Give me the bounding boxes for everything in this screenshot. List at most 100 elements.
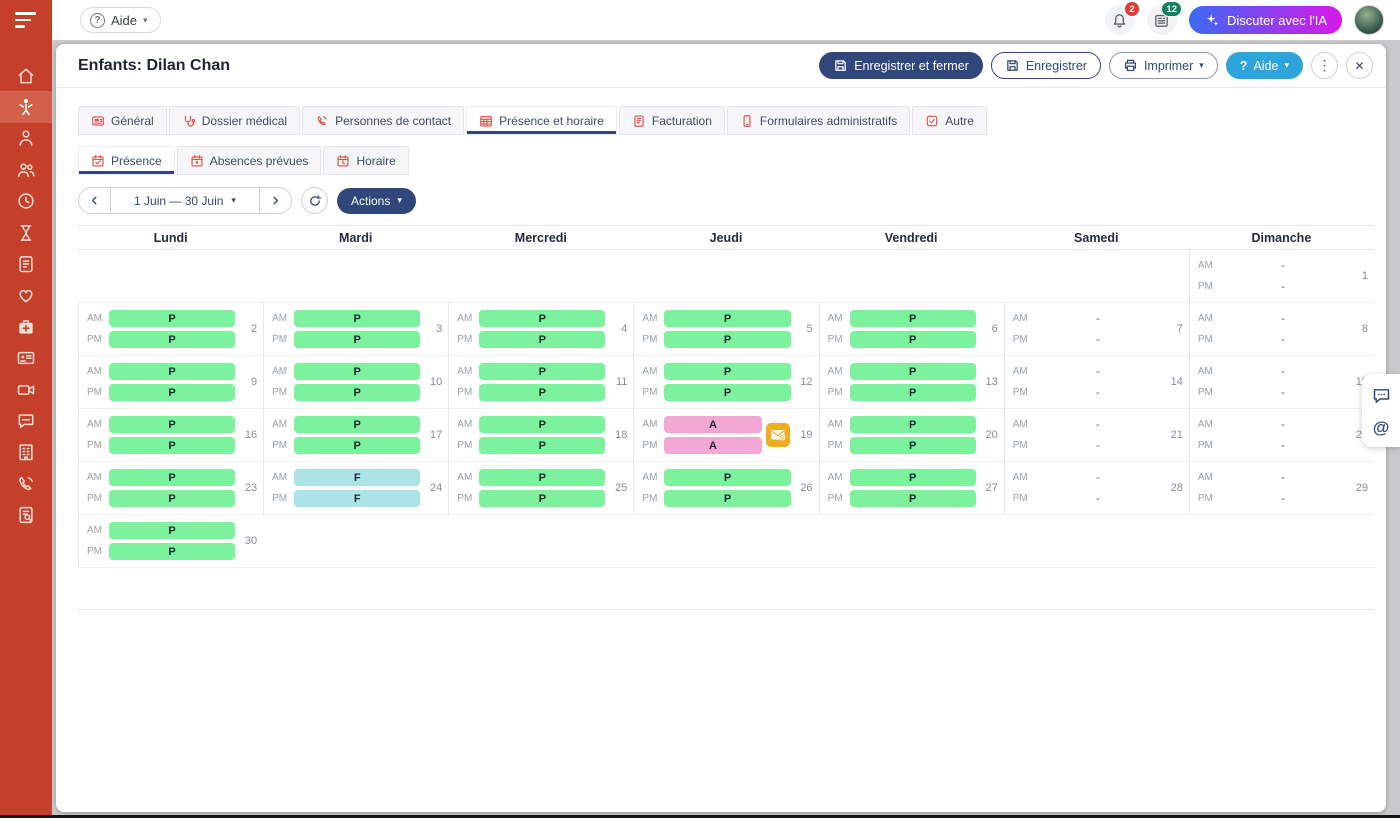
presence-slot-pm[interactable]: P — [109, 437, 236, 454]
sidebar-item-child[interactable] — [0, 91, 52, 123]
help-menu-button[interactable]: ? Aide ▾ — [80, 7, 161, 33]
sidebar-item-person[interactable] — [0, 123, 52, 154]
user-avatar[interactable] — [1354, 5, 1384, 35]
calendar-day-cell[interactable]: AM PM - - 1 — [1188, 250, 1374, 302]
calendar-day-cell[interactable]: AM PM P P 16 — [78, 409, 263, 461]
more-options-button[interactable]: ⋮ — [1311, 52, 1338, 79]
close-button[interactable]: ✕ — [1346, 52, 1373, 79]
calendar-day-cell[interactable]: AM PM - - 28 — [1003, 462, 1189, 514]
date-range-selector[interactable]: 1 Juin — 30 Juin ▾ — [110, 188, 260, 213]
sidebar-item-heart[interactable] — [0, 280, 52, 311]
updates-button[interactable]: 12 — [1146, 1, 1182, 35]
calendar-day-cell[interactable]: AM PM P P 12 — [633, 356, 818, 408]
calendar-day-cell[interactable]: AM PM P P 20 — [818, 409, 1004, 461]
calendar-day-cell[interactable]: AM PM P P 25 — [448, 462, 633, 514]
presence-slot-pm[interactable]: P — [849, 384, 976, 401]
presence-slot-pm[interactable]: - — [1281, 492, 1285, 505]
presence-slot-pm[interactable]: P — [109, 331, 236, 348]
calendar-day-cell[interactable]: AM PM - - 8 — [1188, 303, 1374, 355]
presence-slot-pm[interactable]: P — [664, 490, 791, 507]
presence-slot-am[interactable]: P — [109, 522, 236, 539]
presence-slot-pm[interactable]: P — [479, 331, 606, 348]
calendar-day-cell[interactable]: AM PM P P 5 — [633, 303, 818, 355]
actions-menu-button[interactable]: Actions ▾ — [337, 187, 416, 214]
calendar-day-cell[interactable]: AM PM - - 29 — [1188, 462, 1374, 514]
sidebar-item-chat[interactable] — [0, 405, 52, 436]
presence-slot-am[interactable]: P — [109, 416, 236, 433]
sidebar-item-hourglass[interactable] — [0, 217, 52, 248]
presence-slot-pm[interactable]: P — [294, 331, 421, 348]
presence-slot-pm[interactable]: P — [664, 384, 791, 401]
presence-slot-pm[interactable]: F — [294, 490, 421, 507]
presence-slot-am[interactable]: P — [479, 363, 606, 380]
sidebar-item-invoice[interactable] — [0, 248, 52, 279]
calendar-day-cell[interactable]: AM PM A A 19 — [633, 409, 818, 461]
calendar-day-cell[interactable]: AM PM P P 4 — [448, 303, 633, 355]
presence-slot-am[interactable]: - — [1281, 259, 1285, 272]
presence-slot-pm[interactable]: - — [1095, 439, 1100, 452]
presence-slot-am[interactable]: - — [1095, 312, 1100, 325]
presence-slot-am[interactable]: P — [849, 416, 976, 433]
presence-slot-am[interactable]: P — [849, 469, 976, 486]
presence-slot-am[interactable]: - — [1095, 418, 1100, 431]
ai-chat-button[interactable]: Discuter avec l'IA — [1188, 6, 1342, 34]
presence-slot-am[interactable]: P — [479, 469, 606, 486]
presence-slot-pm[interactable]: - — [1095, 492, 1100, 505]
presence-slot-pm[interactable]: P — [479, 437, 606, 454]
sidebar-item-clock[interactable] — [0, 186, 52, 217]
presence-slot-am[interactable]: F — [294, 469, 421, 486]
save-and-close-button[interactable]: Enregistrer et fermer — [819, 52, 983, 79]
calendar-day-cell[interactable]: AM PM P P 11 — [448, 356, 633, 408]
presence-slot-am[interactable]: - — [1095, 471, 1100, 484]
presence-slot-am[interactable]: - — [1281, 418, 1285, 431]
tab-general[interactable]: Général — [78, 106, 167, 135]
presence-slot-pm[interactable]: - — [1281, 333, 1285, 346]
sidebar-item-people[interactable] — [0, 154, 52, 185]
calendar-day-cell[interactable]: AM PM P P 26 — [633, 462, 818, 514]
tab-personnes-de-contact[interactable]: Personnes de contact — [302, 106, 465, 135]
presence-slot-pm[interactable]: - — [1095, 386, 1100, 399]
subtab-horaire[interactable]: Horaire — [323, 146, 409, 175]
presence-slot-am[interactable]: P — [109, 363, 236, 380]
sidebar-item-medkit[interactable] — [0, 311, 52, 342]
presence-slot-pm[interactable]: A — [664, 437, 762, 454]
calendar-day-cell[interactable]: AM PM P P 30 — [78, 515, 263, 567]
subtab-presence[interactable]: Présence — [78, 146, 175, 175]
calendar-day-cell[interactable]: AM PM - - 14 — [1003, 356, 1189, 408]
presence-slot-pm[interactable]: - — [1281, 280, 1285, 293]
presence-slot-am[interactable]: P — [479, 310, 606, 327]
tab-formulaires-administratifs[interactable]: Formulaires administratifs — [726, 106, 911, 135]
calendar-day-cell[interactable]: AM PM F F 24 — [263, 462, 448, 514]
notifications-button[interactable]: 2 — [1104, 1, 1140, 35]
presence-slot-am[interactable]: P — [849, 363, 976, 380]
sidebar-item-document-search[interactable] — [0, 499, 52, 530]
presence-slot-pm[interactable]: P — [294, 437, 421, 454]
feedback-chat-button[interactable] — [1371, 385, 1392, 406]
presence-slot-pm[interactable]: P — [294, 384, 421, 401]
presence-slot-pm[interactable]: P — [849, 490, 976, 507]
calendar-day-cell[interactable]: AM PM P P 18 — [448, 409, 633, 461]
sidebar-item-phone[interactable] — [0, 468, 52, 499]
presence-slot-am[interactable]: - — [1281, 312, 1285, 325]
subtab-absences-prevues[interactable]: Absences prévues — [176, 146, 322, 175]
refresh-button[interactable] — [301, 187, 328, 214]
presence-slot-pm[interactable]: P — [664, 331, 791, 348]
calendar-day-cell[interactable]: AM PM P P 23 — [78, 462, 263, 514]
calendar-day-cell[interactable]: AM PM P P 6 — [818, 303, 1004, 355]
help-button[interactable]: ? Aide ▾ — [1225, 52, 1303, 79]
presence-slot-pm[interactable]: P — [479, 384, 606, 401]
presence-slot-pm[interactable]: - — [1281, 386, 1285, 399]
presence-slot-am[interactable]: P — [664, 363, 791, 380]
sidebar-item-id-card[interactable] — [0, 343, 52, 374]
presence-slot-am[interactable]: P — [109, 469, 236, 486]
presence-slot-am[interactable]: A — [664, 416, 762, 433]
calendar-day-cell[interactable]: AM PM - - 21 — [1003, 409, 1189, 461]
presence-slot-am[interactable]: P — [849, 310, 976, 327]
calendar-day-cell[interactable]: AM PM P P 17 — [263, 409, 448, 461]
tab-autre[interactable]: Autre — [912, 106, 987, 135]
calendar-day-cell[interactable]: AM PM P P 2 — [78, 303, 263, 355]
presence-slot-pm[interactable]: P — [849, 331, 976, 348]
presence-slot-pm[interactable]: P — [109, 490, 236, 507]
presence-slot-am[interactable]: - — [1281, 365, 1285, 378]
